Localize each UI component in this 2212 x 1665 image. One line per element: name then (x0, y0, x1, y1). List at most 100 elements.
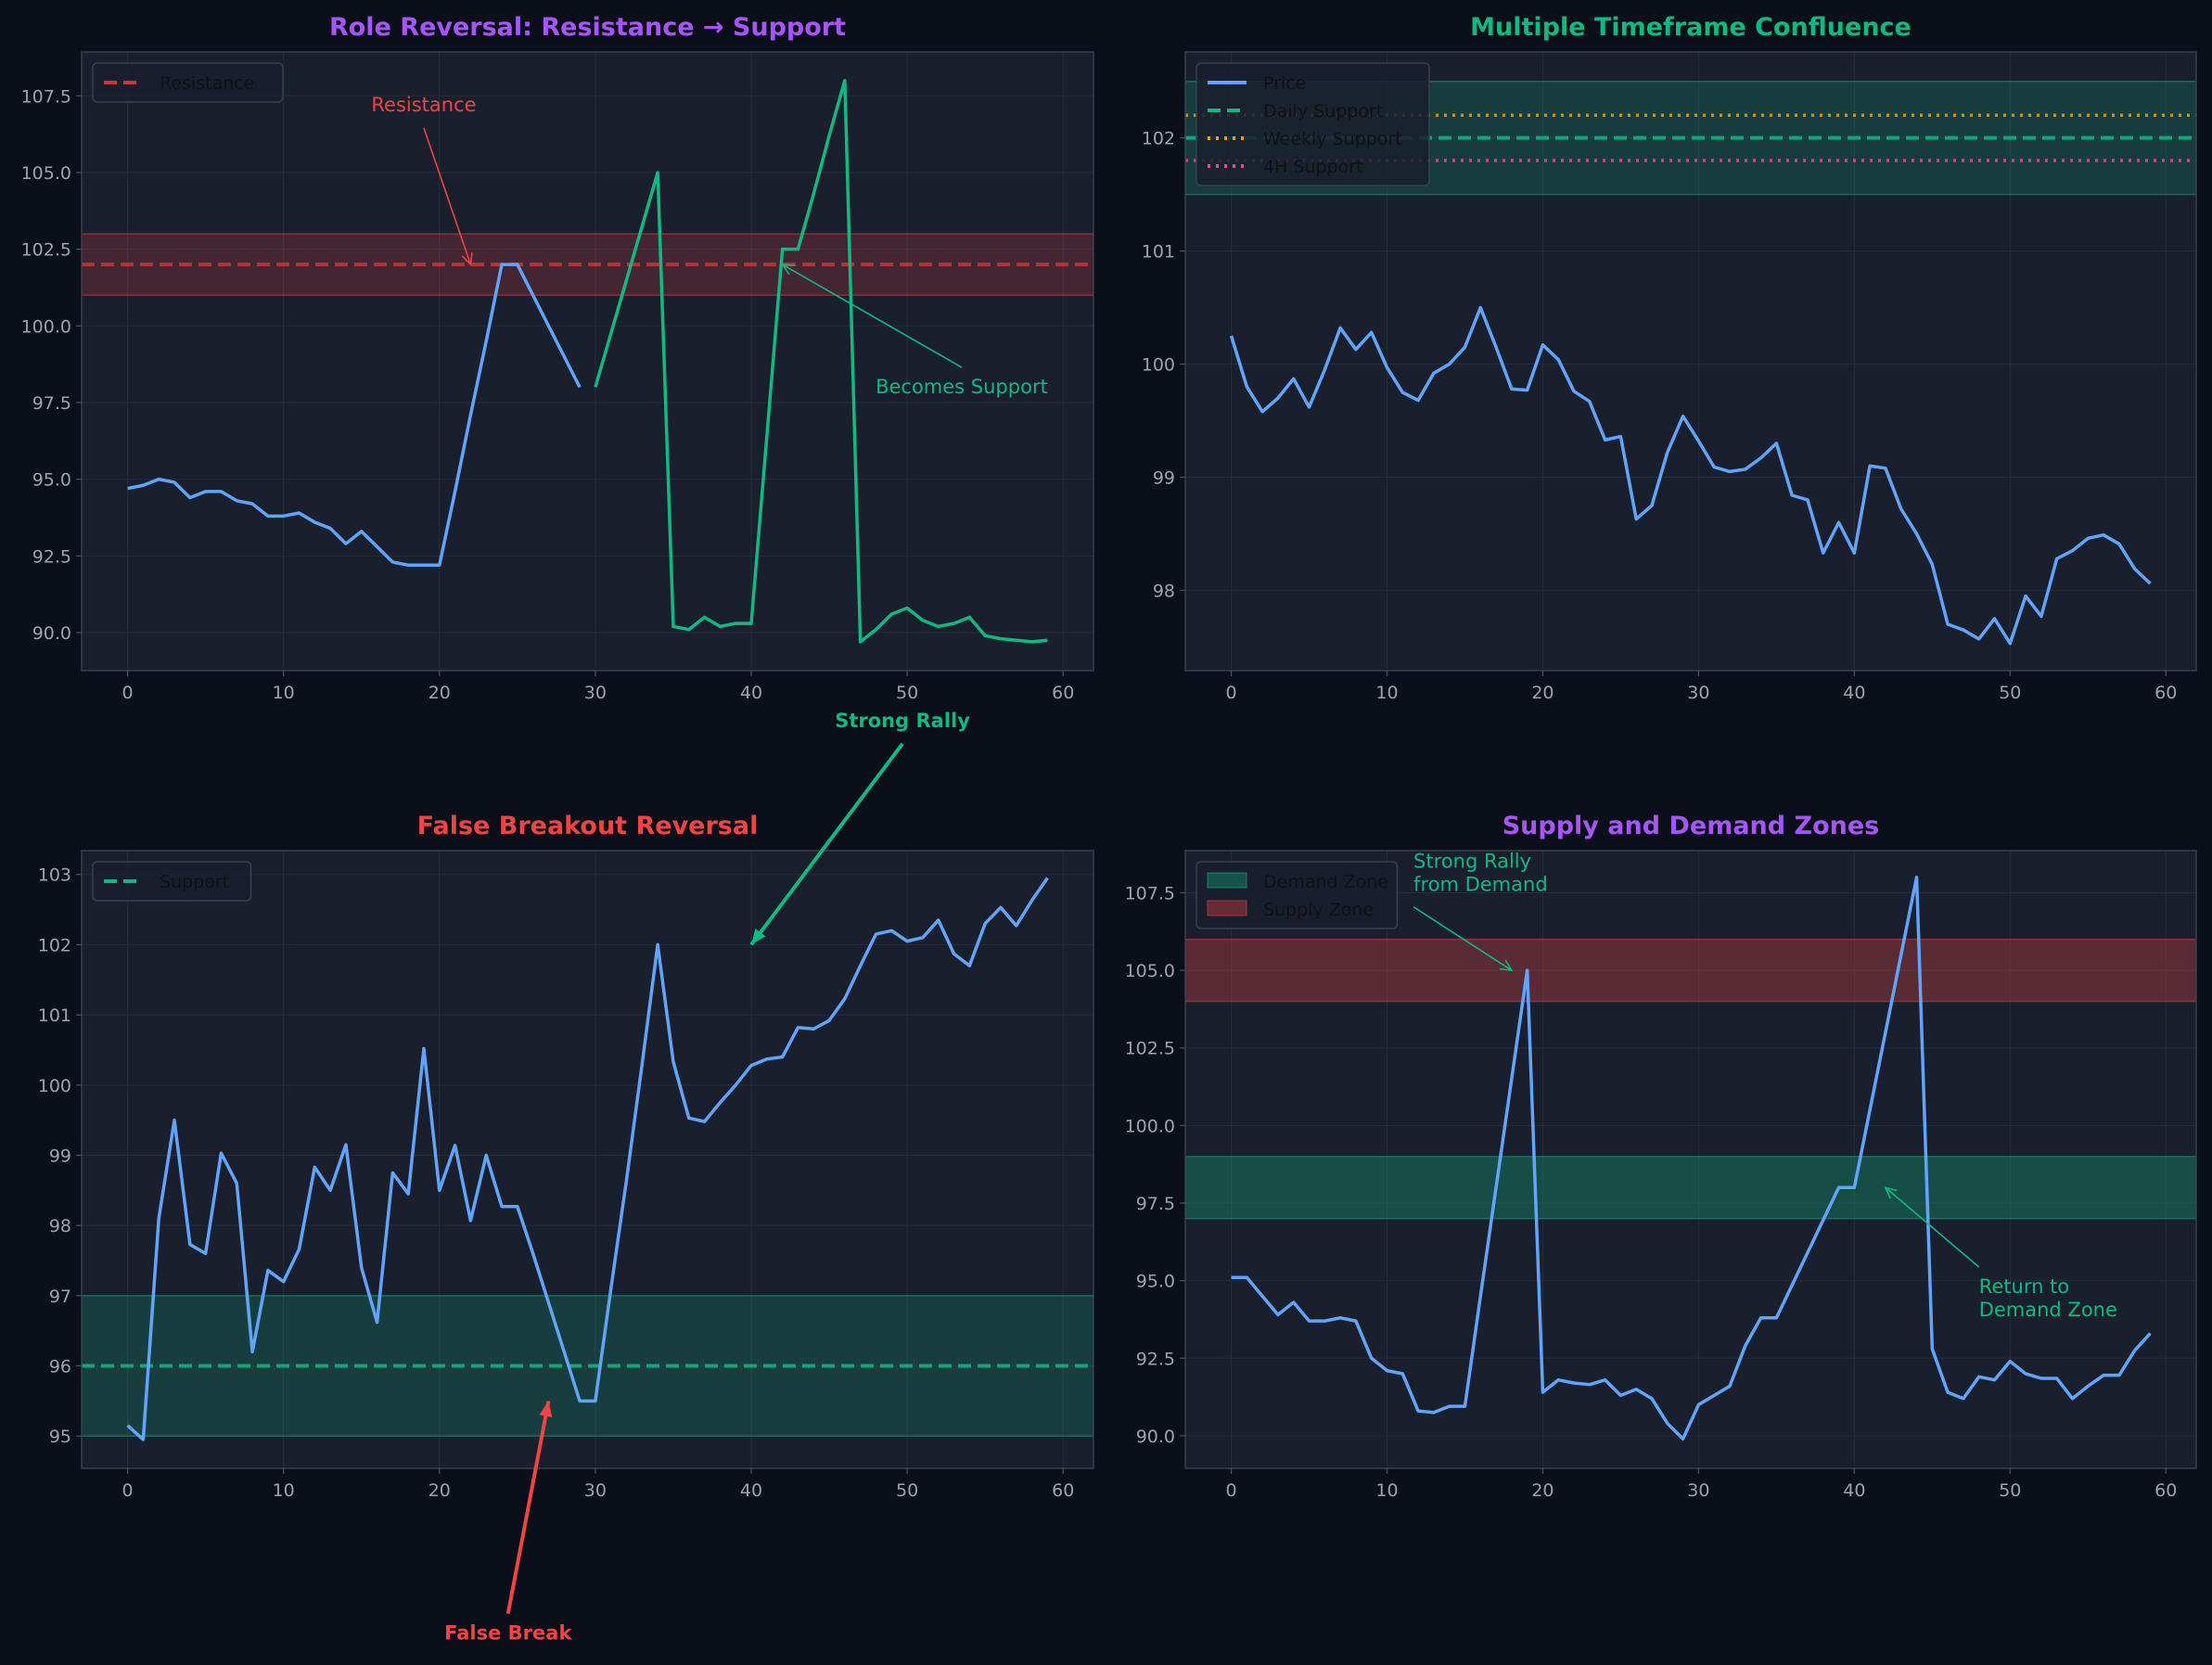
annotation: Return to Demand Zone (1884, 1186, 2117, 1321)
plot-content (82, 851, 1093, 1468)
arrowhead (1499, 959, 1514, 972)
y-tick-label: 92.5 (1136, 1349, 1175, 1369)
plot-content (1185, 851, 2196, 1468)
annotation-text: Strong Rally (835, 710, 970, 732)
price-line (126, 877, 1049, 1441)
chart-title: Supply and Demand Zones (1502, 812, 1880, 840)
y-tick-label: 97.5 (32, 393, 71, 414)
x-tick-label: 20 (428, 1480, 451, 1501)
axes-frame (81, 850, 1094, 1469)
x-tick-label: 10 (273, 683, 295, 703)
legend: Resistance (92, 62, 284, 103)
y-tick-label: 105.0 (1125, 961, 1175, 981)
zone-band (1185, 938, 2196, 1003)
y-tick-label: 101 (38, 1005, 71, 1026)
annotation-text: Resistance (371, 94, 476, 116)
annotation-text: Becomes Support (876, 376, 1048, 398)
annotation-text: False Break (444, 1622, 572, 1645)
arrowhead (751, 928, 766, 945)
legend-box (92, 861, 252, 902)
legend-label: Weekly Support (1263, 129, 1402, 149)
y-tick-label: 102.5 (1125, 1039, 1175, 1059)
y-tick-label: 103 (38, 865, 71, 886)
y-tick-label: 102.5 (21, 240, 71, 261)
annotation: Resistance (371, 94, 477, 266)
annotation-line: Becomes Support (876, 376, 1048, 398)
annotation-line: Return to (1979, 1275, 2069, 1298)
x-tick-label: 20 (1531, 1480, 1554, 1501)
y-tick-label: 98 (1153, 581, 1175, 601)
y-tick-label: 99 (49, 1146, 71, 1166)
y-tick-label: 100.0 (21, 316, 71, 337)
legend: Demand Zone Supply Zone (1196, 861, 1399, 929)
plot-area (82, 52, 1093, 671)
y-tick-label: 99 (1153, 467, 1175, 488)
arrowhead (1884, 1186, 1898, 1199)
arrowhead (781, 263, 795, 275)
y-tick-label: 95 (49, 1427, 71, 1447)
annotation-line: from Demand (1413, 874, 1548, 896)
y-tick-label: 95.0 (32, 470, 71, 491)
chart-2: 0 10 20 30 40 50 60 98 99 100 101 102 Multiple Timef… (1142, 13, 2197, 703)
annotation-line: Resistance (371, 94, 476, 116)
legend-swatch (1207, 900, 1247, 916)
x-tick-label: 40 (740, 683, 762, 703)
x-tick-label: 0 (122, 683, 134, 703)
legend-label: Demand Zone (1263, 872, 1388, 892)
legend-box (92, 62, 284, 103)
annotation-arrow (423, 127, 472, 265)
annotation-arrow (505, 1400, 551, 1615)
annotation: Strong Rally from Demand (1413, 851, 1548, 972)
annotation: Becomes Support (781, 263, 1048, 398)
legend: Price Daily Support Weekly Support 4H Suppo… (1196, 62, 1430, 186)
annotation-line: Strong Rally (1413, 851, 1531, 873)
arrowhead (461, 252, 473, 266)
x-tick-label: 30 (1687, 683, 1709, 703)
legend-swatch (1207, 872, 1247, 889)
x-tick-label: 30 (584, 1480, 607, 1501)
axes-frame (81, 51, 1094, 672)
annotation-arrow (749, 742, 904, 946)
y-tick-label: 100.0 (1125, 1116, 1175, 1136)
x-tick-label: 50 (1999, 1480, 2021, 1501)
annotation: False Break (444, 1400, 572, 1645)
y-tick-label: 90.0 (1136, 1427, 1175, 1447)
legend: Support (92, 861, 252, 902)
y-tick-label: 95.0 (1136, 1272, 1175, 1292)
chart-title: Multiple Timeframe Confluence (1470, 13, 1912, 42)
legend-label: Support (160, 872, 229, 892)
axes-frame (1184, 850, 2197, 1469)
y-tick-label: 97.5 (1136, 1194, 1175, 1214)
x-tick-label: 50 (896, 1480, 918, 1501)
annotation-line: False Break (444, 1622, 572, 1645)
legend-label: 4H Support (1263, 157, 1363, 177)
annotation-line: Strong Rally (835, 710, 970, 732)
y-tick-label: 107.5 (21, 86, 71, 107)
annotation-line: Demand Zone (1979, 1299, 2117, 1321)
x-tick-label: 0 (122, 1480, 134, 1501)
x-tick-label: 60 (1052, 1480, 1074, 1501)
legend-label: Daily Support (1263, 101, 1383, 122)
x-tick-label: 60 (2154, 1480, 2177, 1501)
annotation-arrow (1413, 906, 1513, 971)
x-tick-label: 40 (1843, 1480, 1865, 1501)
y-tick-label: 105.0 (21, 163, 71, 184)
plot-area (1185, 851, 2196, 1468)
legend-label: Resistance (160, 73, 254, 94)
x-tick-label: 10 (1375, 1480, 1398, 1501)
x-tick-label: 10 (273, 1480, 295, 1501)
x-tick-label: 60 (1052, 683, 1074, 703)
y-tick-label: 92.5 (32, 546, 71, 567)
x-tick-label: 40 (1843, 683, 1865, 703)
annotation: Strong Rally (749, 710, 970, 946)
chart-3: 0 10 20 30 40 50 60 95 96 97 98 99 100 101 102 103 False… (38, 812, 1094, 1501)
arrowhead (539, 1401, 553, 1417)
zone-band (1185, 1156, 2196, 1220)
price-line (127, 263, 582, 567)
x-tick-label: 60 (2154, 683, 2177, 703)
annotation-arrow (1885, 1186, 1980, 1268)
y-tick-label: 96 (49, 1357, 71, 1377)
chart-4: 0 10 20 30 40 50 60 90.0 92.5 95.0 97.5 100.0 102.5 1… (1125, 812, 2197, 1501)
plot-content (82, 52, 1093, 671)
